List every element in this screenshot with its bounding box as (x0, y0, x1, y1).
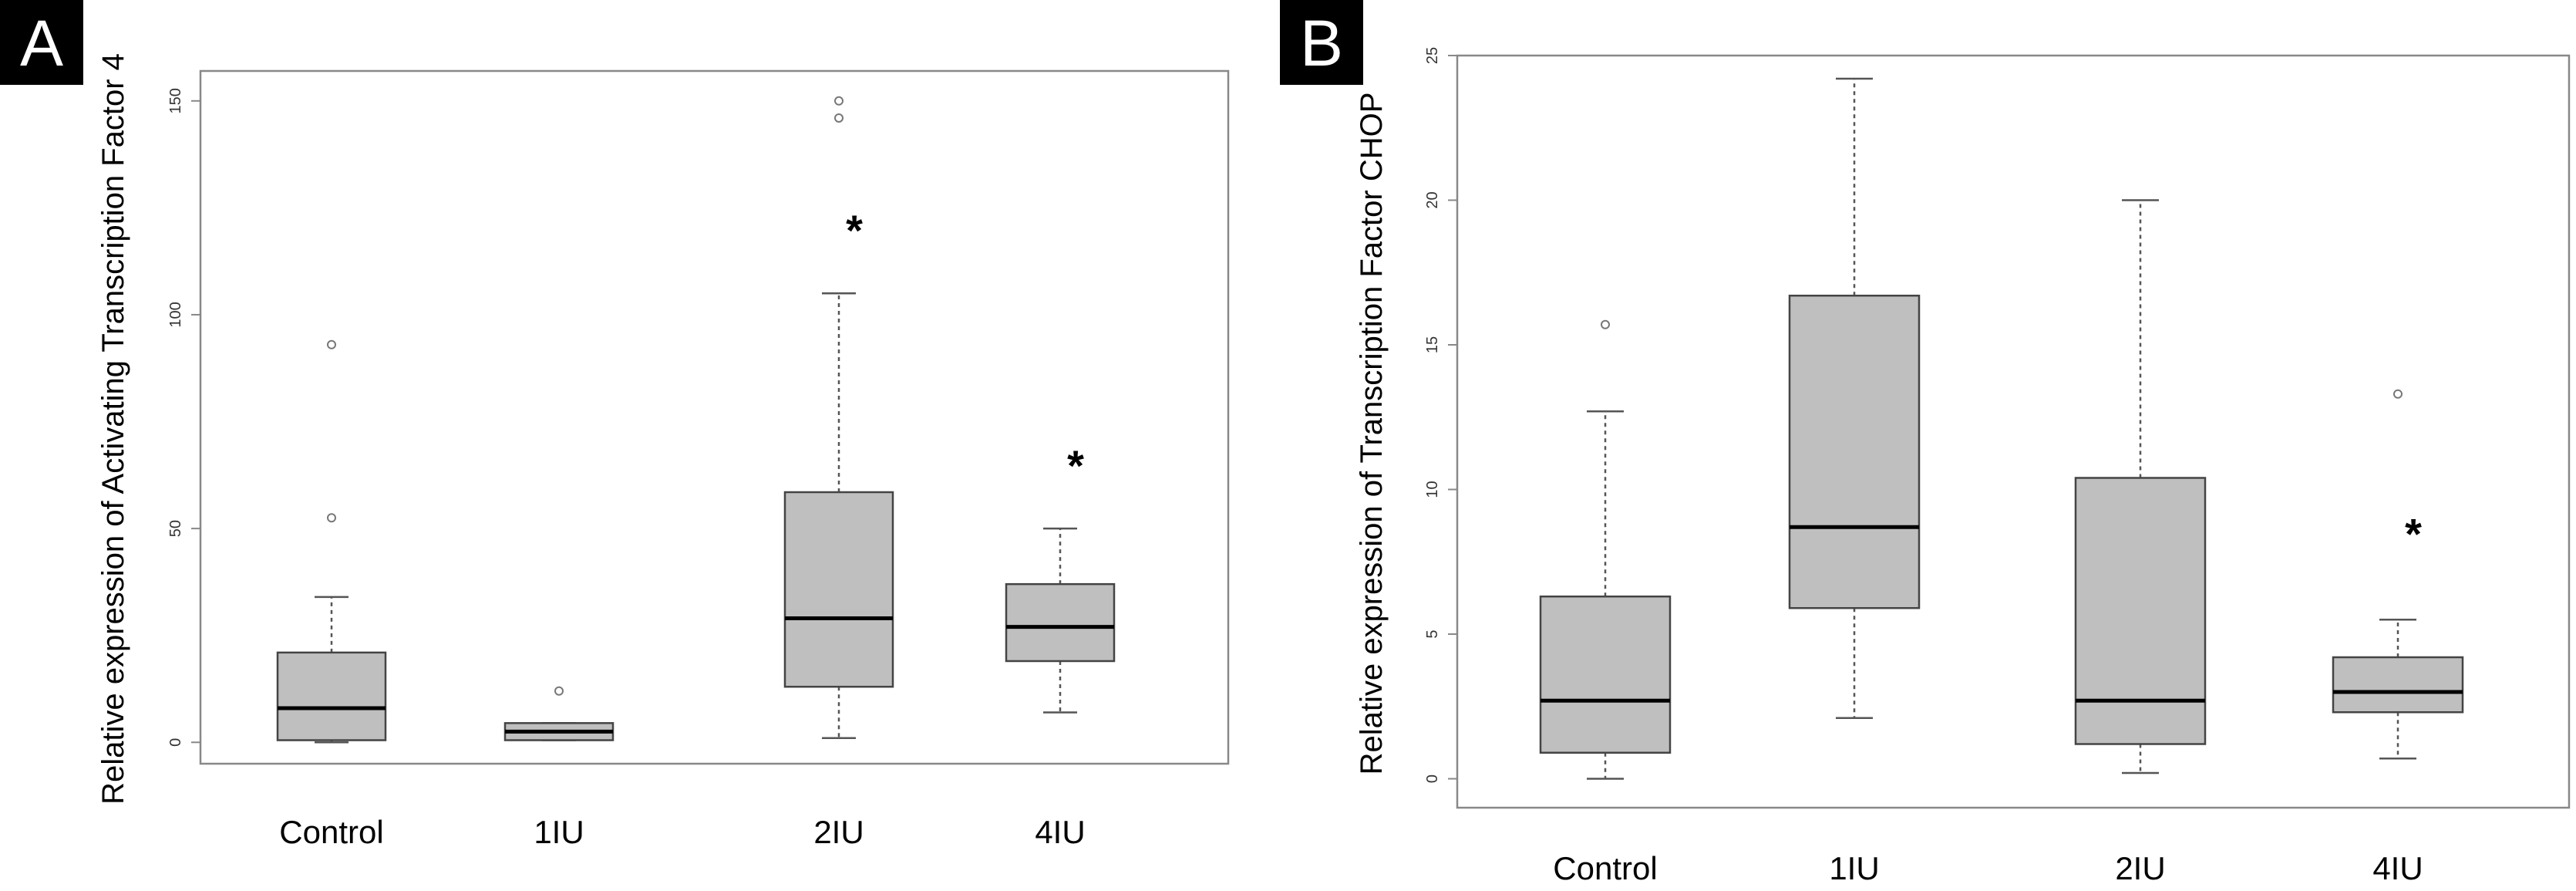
iqr-box (276, 651, 387, 741)
iqr-box (1539, 596, 1672, 754)
y-axis-title-a: Relative expression of Activating Transc… (96, 53, 130, 805)
y-tick-label: 50 (167, 520, 184, 537)
boxplot-control (1539, 319, 1672, 780)
boxplot-1iu (503, 686, 615, 741)
x-category-label: 2IU (2115, 850, 2165, 886)
outlier-point (1601, 319, 1610, 329)
significance-asterisk: * (846, 206, 863, 255)
y-ticks-a: 0 50 100 150 (167, 88, 200, 747)
y-tick-label: 5 (1424, 629, 1441, 638)
boxplot-control (276, 339, 387, 744)
y-tick-label: 25 (1424, 47, 1441, 64)
panel-label-b: B (1300, 7, 1343, 79)
boxplots-a: ** (276, 96, 1116, 744)
boxplot-4iu: * (2332, 389, 2464, 760)
x-category-label: 2IU (813, 814, 864, 850)
panel-b: B Relative expression of Transcription F… (1280, 0, 2571, 886)
outlier-point (554, 686, 564, 696)
y-tick-label: 20 (1424, 191, 1441, 208)
y-tick-label: 0 (167, 738, 184, 747)
significance-asterisk: * (1067, 441, 1084, 490)
y-ticks-b: 0 5 10 15 20 25 (1424, 47, 1457, 783)
plot-area-a (199, 69, 1230, 765)
panel-a: A Relative expression of Activating Tran… (0, 0, 1230, 850)
plot-area-b (1456, 54, 2571, 809)
x-categories-b: Control 1IU 2IU 4IU (1553, 850, 2423, 886)
x-categories-a: Control 1IU 2IU 4IU (279, 814, 1085, 850)
panel-label-b-box (1280, 0, 1363, 85)
boxplot-4iu: * (1005, 441, 1116, 714)
y-tick-label: 10 (1424, 481, 1441, 498)
x-category-label: 1IU (534, 814, 584, 850)
iqr-box (783, 491, 894, 688)
outlier-point (327, 339, 336, 349)
x-category-label: 1IU (1829, 850, 1879, 886)
iqr-box (2074, 477, 2207, 745)
boxplot-2iu (2074, 199, 2207, 775)
outlier-point (327, 513, 336, 523)
outlier-point (834, 96, 844, 106)
iqr-box (1788, 295, 1921, 609)
iqr-box (1005, 582, 1116, 663)
panel-label-a: A (20, 7, 63, 79)
boxplot-2iu: * (783, 96, 894, 739)
x-category-label: Control (1553, 850, 1657, 886)
y-tick-label: 15 (1424, 336, 1441, 353)
outlier-point (2393, 389, 2403, 399)
boxplot-1iu (1788, 77, 1921, 719)
boxplots-b: * (1539, 77, 2464, 780)
iqr-box (2332, 656, 2464, 714)
y-tick-label: 0 (1424, 775, 1441, 783)
x-category-label: Control (279, 814, 383, 850)
panel-label-a-box (0, 0, 83, 85)
y-tick-label: 100 (167, 302, 184, 327)
y-tick-label: 150 (167, 88, 184, 113)
y-axis-title-b: Relative expression of Transcription Fac… (1355, 93, 1389, 775)
significance-asterisk: * (2405, 509, 2422, 558)
outlier-point (834, 113, 844, 123)
x-category-label: 4IU (1035, 814, 1085, 850)
x-category-label: 4IU (2372, 850, 2423, 886)
